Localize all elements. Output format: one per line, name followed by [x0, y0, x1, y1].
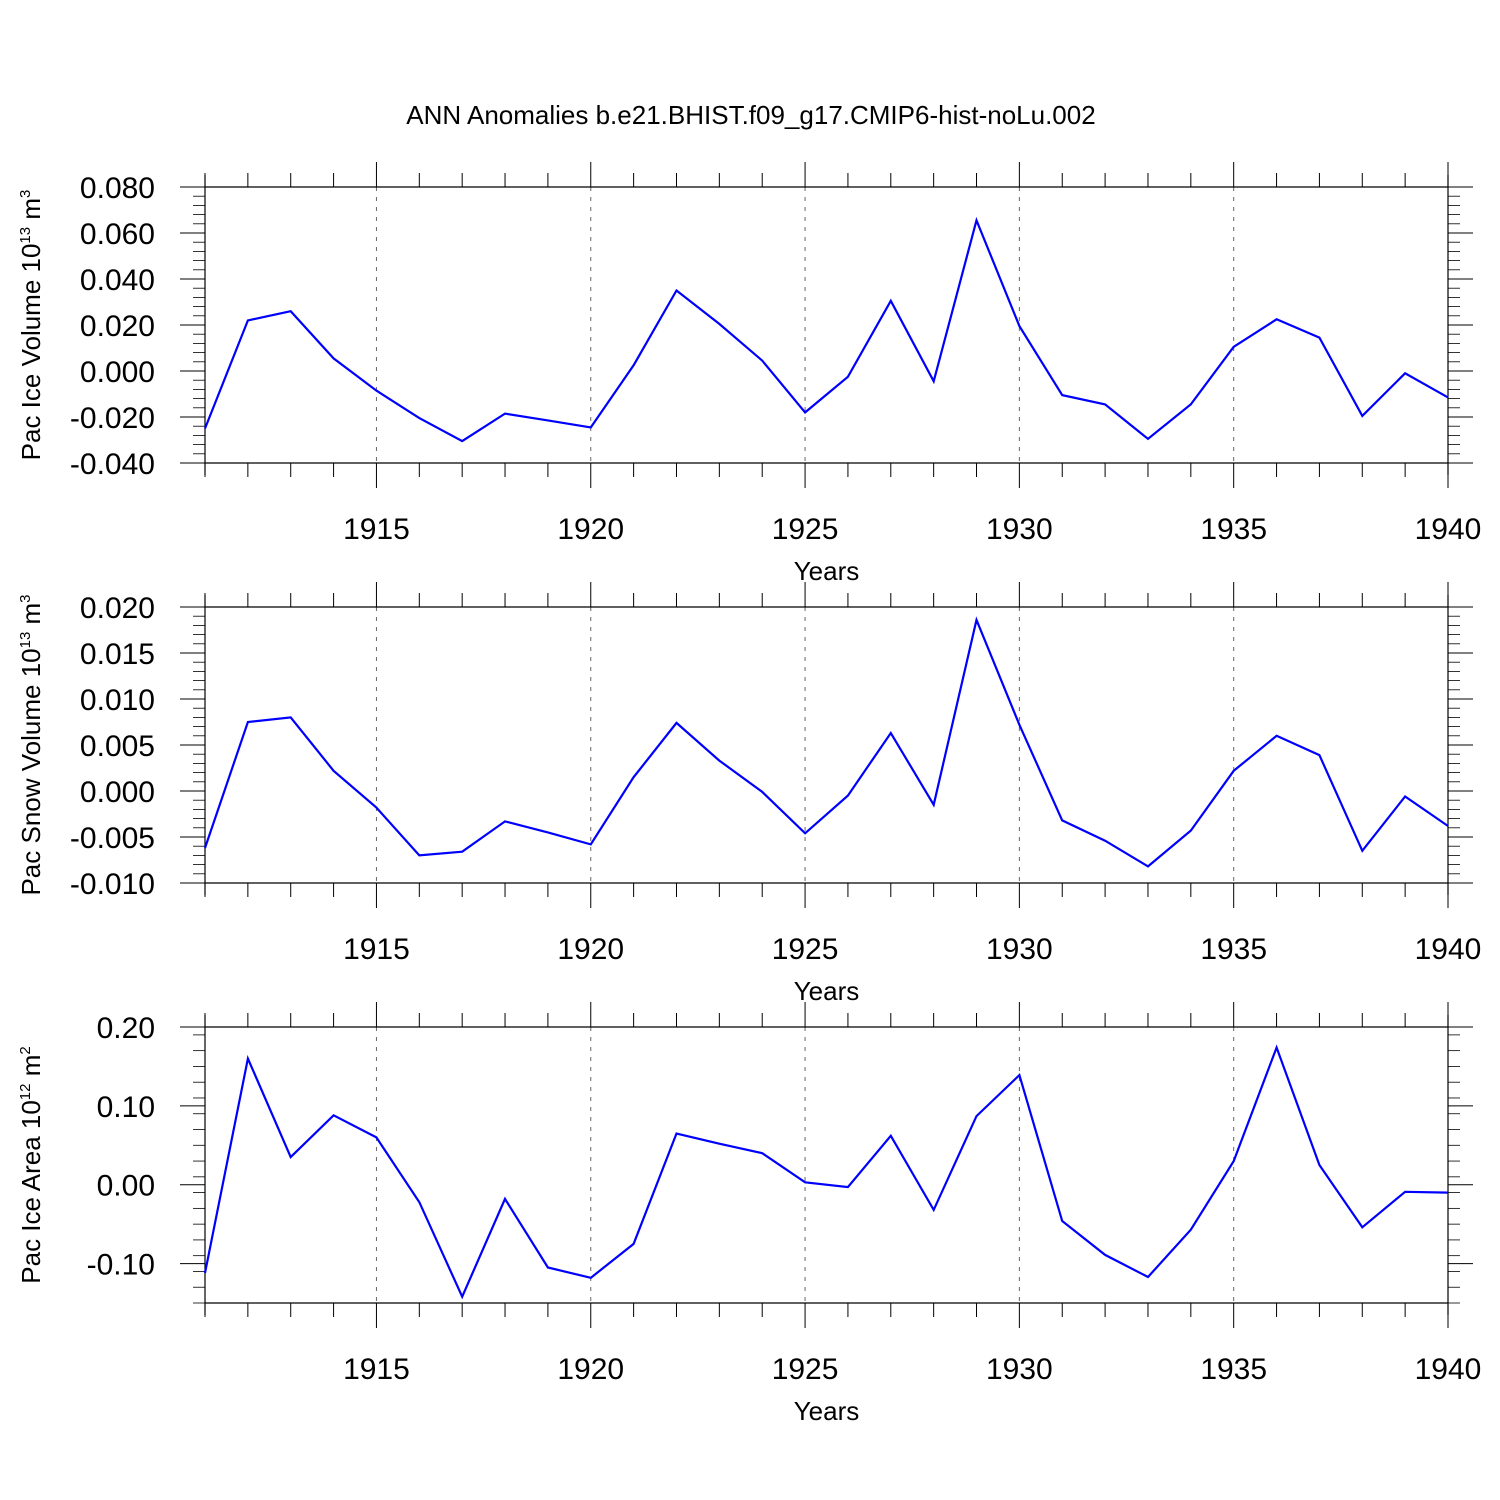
x-tick-label: 1920 [557, 1353, 624, 1386]
y-axis-title: Pac Snow Volume 1013 m3 [16, 594, 46, 895]
x-tick-label: 1930 [986, 1353, 1053, 1386]
y-axis-title-text: Pac Snow Volume 10 [16, 648, 46, 895]
x-tick-label: 1915 [343, 933, 410, 966]
x-axis-title: Years [794, 976, 860, 1006]
x-axis-title: Years [794, 556, 860, 586]
y-axis-title: Pac Ice Volume 1013 m3 [16, 190, 46, 461]
x-tick-label: 1940 [1415, 1353, 1482, 1386]
y-tick-label: 0.20 [97, 1012, 155, 1045]
y-axis-title-unit: m [16, 1055, 46, 1084]
y-tick-label: 0.00 [97, 1170, 155, 1203]
y-tick-label: 0.005 [80, 730, 155, 763]
y-tick-label: 0.10 [97, 1091, 155, 1124]
y-axis-title-text: Pac Ice Area 10 [16, 1100, 46, 1284]
x-tick-label: 1930 [986, 513, 1053, 546]
x-tick-label: 1925 [772, 513, 839, 546]
chart-title: ANN Anomalies b.e21.BHIST.f09_g17.CMIP6-… [406, 100, 1095, 130]
y-axis-title-exponent: 13 [17, 632, 34, 649]
y-axis-title-unit-exponent: 3 [17, 190, 34, 198]
panel-3: 0.20 0.10 0.00 -0.10 1915 1920 1925 1930 1935 194… [16, 1002, 1481, 1426]
y-axis-title-unit-exponent: 3 [17, 594, 34, 602]
y-axis-title-unit: m [16, 198, 46, 227]
y-axis-title: Pac Ice Area 1012 m2 [16, 1046, 46, 1283]
y-tick-label: -0.020 [70, 402, 155, 435]
x-tick-label: 1915 [343, 1353, 410, 1386]
y-tick-label: 0.020 [80, 592, 155, 625]
series-line [203, 616, 1449, 868]
y-tick-label: 0.060 [80, 218, 155, 251]
panel-1: 0.080 0.060 0.040 0.020 0.000 -0.020 -0.040 191… [16, 162, 1481, 586]
y-axis-title-exponent: 12 [17, 1083, 34, 1100]
x-tick-label: 1935 [1200, 933, 1267, 966]
y-axis-title-text: Pac Ice Volume 10 [16, 244, 46, 461]
y-tick-label: -0.005 [70, 822, 155, 855]
x-tick-label: 1925 [772, 933, 839, 966]
panel-2: 0.020 0.015 0.010 0.005 0.000 -0.005 -0.010 191… [16, 582, 1481, 1006]
y-axis-title-unit-exponent: 2 [17, 1046, 34, 1054]
x-tick-label: 1930 [986, 933, 1053, 966]
x-tick-label: 1925 [772, 1353, 839, 1386]
x-tick-label: 1915 [343, 513, 410, 546]
x-axis-title: Years [794, 1396, 860, 1426]
y-tick-label: -0.040 [70, 448, 155, 481]
x-tick-label: 1920 [557, 933, 624, 966]
x-tick-label: 1940 [1415, 933, 1482, 966]
y-tick-label: 0.000 [80, 776, 155, 809]
x-tick-label: 1920 [557, 513, 624, 546]
y-tick-label: 0.000 [80, 356, 155, 389]
series-line [203, 1044, 1449, 1300]
y-tick-label: 0.010 [80, 684, 155, 717]
y-tick-label: 0.015 [80, 638, 155, 671]
y-tick-label: -0.010 [70, 868, 155, 901]
y-tick-label: 0.040 [80, 264, 155, 297]
series-line [203, 216, 1449, 443]
y-tick-label: 0.080 [80, 172, 155, 205]
y-tick-label: 0.020 [80, 310, 155, 343]
x-tick-label: 1940 [1415, 513, 1482, 546]
y-tick-label: -0.10 [87, 1249, 155, 1282]
y-axis-title-exponent: 13 [17, 227, 34, 244]
y-axis-title-unit: m [16, 603, 46, 632]
x-tick-label: 1935 [1200, 513, 1267, 546]
x-tick-label: 1935 [1200, 1353, 1267, 1386]
